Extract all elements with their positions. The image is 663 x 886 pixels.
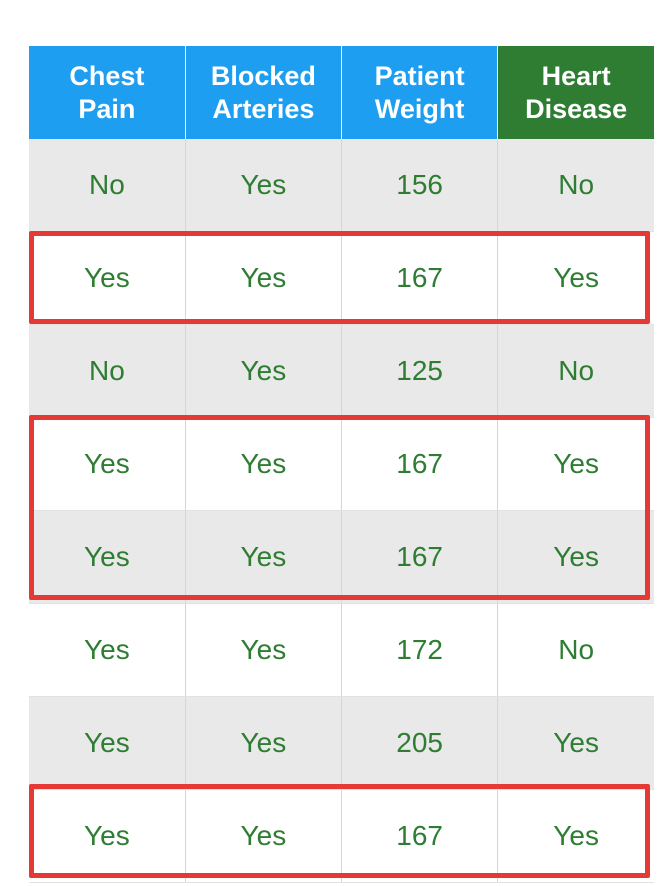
cell: 167	[341, 510, 499, 604]
cell: 167	[341, 231, 499, 325]
header-text: Disease	[525, 93, 628, 124]
cell: Yes	[185, 417, 343, 511]
cell: No	[29, 324, 186, 418]
cell: Yes	[29, 417, 186, 511]
cell: Yes	[185, 231, 343, 325]
cell: 172	[341, 603, 499, 697]
cell: Yes	[29, 696, 186, 790]
cell: Yes	[29, 603, 186, 697]
table-row: Yes Yes 172 No	[29, 603, 654, 697]
cell: Yes	[185, 510, 343, 604]
table-row: Yes Yes 205 Yes	[29, 696, 654, 790]
header-patient-weight: Patient Weight	[341, 46, 499, 139]
header-text: Arteries	[212, 93, 315, 124]
cell: Yes	[185, 139, 343, 232]
cell: 167	[341, 789, 499, 883]
table-row: Yes Yes 167 Yes	[29, 231, 654, 325]
cell: Yes	[497, 417, 654, 511]
table-row: No Yes 156 No	[29, 139, 654, 232]
cell: 167	[341, 417, 499, 511]
cell: 156	[341, 139, 499, 232]
cell: No	[29, 139, 186, 232]
cell: Yes	[29, 231, 186, 325]
table-row: Yes Yes 167 Yes	[29, 417, 654, 511]
cell: 125	[341, 324, 499, 418]
header-text: Weight	[374, 93, 465, 124]
header-text: Pain	[78, 93, 136, 124]
table-row: Yes Yes 167 Yes	[29, 789, 654, 883]
header-blocked-arteries: Blocked Arteries	[185, 46, 343, 139]
cell: Yes	[497, 789, 654, 883]
cell: No	[497, 603, 654, 697]
header-text: Blocked	[210, 60, 316, 91]
cell: Yes	[185, 696, 343, 790]
heart-disease-table: Chest Pain Blocked Arteries Patient Weight …	[29, 46, 654, 883]
cell: Yes	[29, 789, 186, 883]
header-heart-disease: Heart Disease	[497, 46, 654, 139]
header-row: Chest Pain Blocked Arteries Patient Weight …	[29, 46, 654, 139]
header-chest-pain: Chest Pain	[29, 46, 186, 139]
data-table-container: Chest Pain Blocked Arteries Patient Weight …	[29, 46, 654, 883]
header-text: Chest	[69, 60, 145, 91]
cell: Yes	[497, 231, 654, 325]
cell: Yes	[185, 603, 343, 697]
cell: Yes	[185, 789, 343, 883]
cell: Yes	[185, 324, 343, 418]
cell: Yes	[497, 510, 654, 604]
table-row: No Yes 125 No	[29, 324, 654, 418]
header-text: Heart	[541, 60, 611, 91]
cell: No	[497, 139, 654, 232]
header-text: Patient	[374, 60, 465, 91]
cell: Yes	[29, 510, 186, 604]
table-row: Yes Yes 167 Yes	[29, 510, 654, 604]
cell: Yes	[497, 696, 654, 790]
cell: No	[497, 324, 654, 418]
cell: 205	[341, 696, 499, 790]
